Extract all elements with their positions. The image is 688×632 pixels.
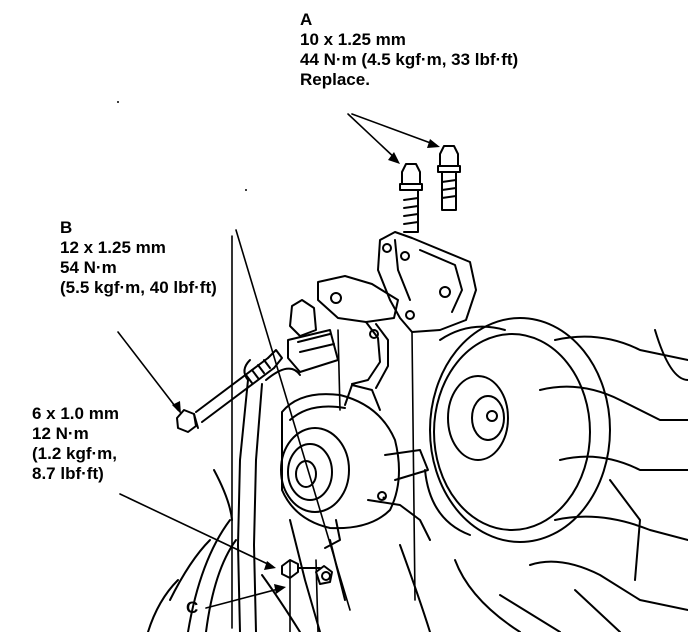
callout-c-specs: 6 x 1.0 mm 12 N·m (1.2 kgf·m, 8.7 lbf·ft… bbox=[32, 404, 119, 484]
mount-bracket bbox=[318, 232, 476, 388]
bolt-a-left bbox=[400, 164, 422, 232]
drive-belt bbox=[238, 360, 300, 632]
callout-a-torque: 44 N·m (4.5 kgf·m, 33 lbf·ft) bbox=[300, 50, 519, 69]
engine-block bbox=[400, 330, 688, 632]
callout-a-letter: A bbox=[300, 10, 313, 29]
callout-b-torque: 54 N·m bbox=[60, 258, 117, 277]
alternator bbox=[281, 385, 430, 548]
callout-a: A 10 x 1.25 mm 44 N·m (4.5 kgf·m, 33 lbf… bbox=[300, 10, 518, 90]
callout-b-letter: B bbox=[60, 218, 73, 237]
callout-c-letter: C bbox=[186, 598, 199, 617]
bolt-a-right bbox=[438, 146, 460, 210]
crank-pulley bbox=[425, 318, 610, 542]
arrow-heads bbox=[172, 139, 440, 594]
callout-c-torque: 12 N·m bbox=[32, 424, 89, 443]
callout-b-size: 12 x 1.25 mm bbox=[60, 238, 166, 257]
callout-a-note: Replace. bbox=[300, 70, 370, 89]
leader-lines bbox=[118, 114, 436, 632]
callout-b: B 12 x 1.25 mm 54 N·m (5.5 kgf·m, 40 lbf… bbox=[60, 218, 217, 298]
callout-c-size: 6 x 1.0 mm bbox=[32, 404, 119, 423]
callout-a-size: 10 x 1.25 mm bbox=[300, 30, 406, 49]
callout-c-torque-alt-2: 8.7 lbf·ft) bbox=[32, 464, 104, 483]
callout-c-torque-alt-1: (1.2 kgf·m, bbox=[32, 444, 118, 463]
callout-b-torque-alt: (5.5 kgf·m, 40 lbf·ft) bbox=[60, 278, 217, 297]
bolt-b bbox=[177, 350, 282, 432]
tensioner-bracket bbox=[288, 300, 338, 372]
print-speckles bbox=[117, 101, 386, 500]
